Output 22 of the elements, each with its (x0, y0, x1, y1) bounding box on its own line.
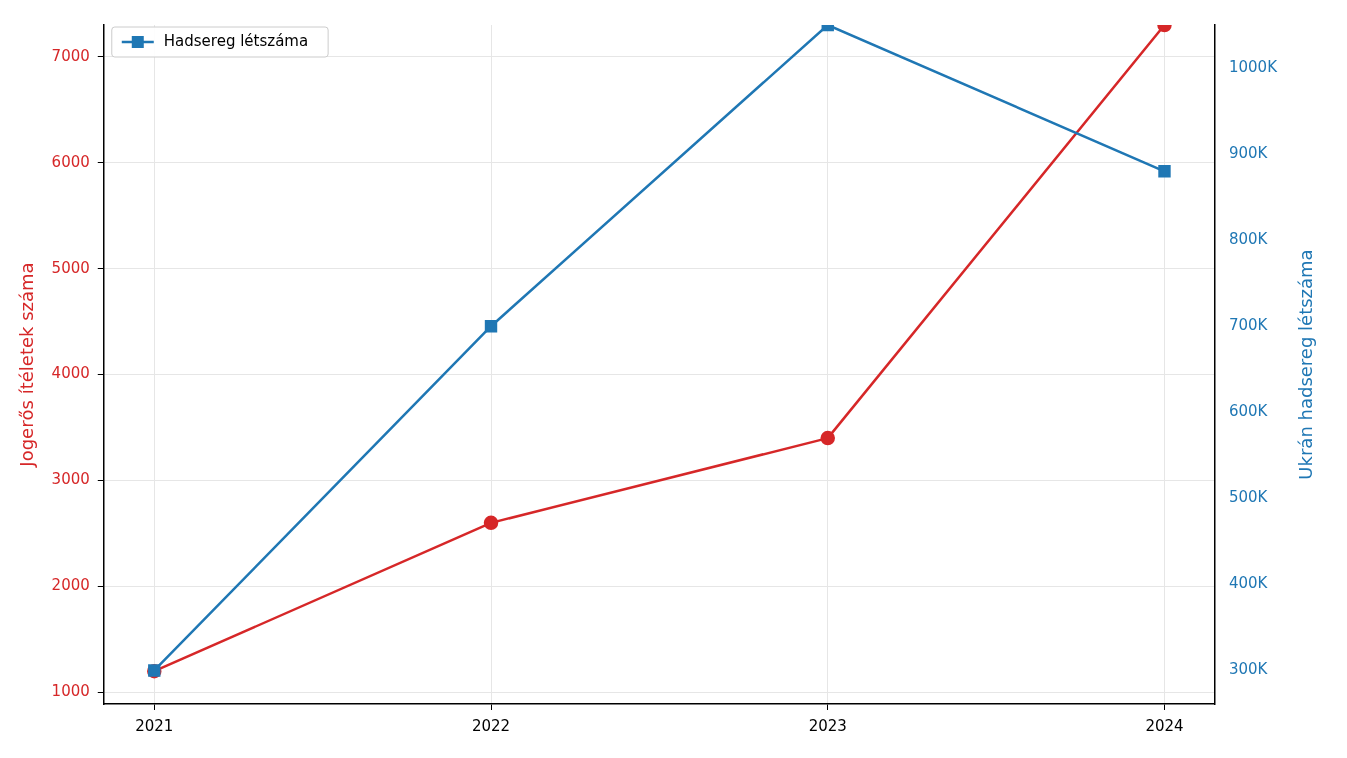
y-tick-label: 2000 (51, 576, 90, 595)
y2-tick-label: 900K (1228, 143, 1269, 162)
y-tick-label: 4000 (51, 364, 90, 383)
y-tick-label: 6000 (51, 152, 90, 171)
x-tick-label: 2024 (1145, 716, 1184, 735)
y-tick-label: 7000 (51, 46, 90, 65)
y-axis-title: Jogerős ítéletek száma (16, 262, 38, 468)
y2-tick-label: 800K (1228, 230, 1269, 249)
y2-axis-title: Ukrán hadsereg létszáma (1294, 249, 1316, 480)
y-tick-label: 1000 (51, 682, 90, 701)
y2-tick-label: 700K (1228, 316, 1269, 335)
x-tick-label: 2023 (808, 716, 847, 735)
x-tick-label: 2021 (135, 716, 174, 735)
y-tick-label: 3000 (51, 470, 90, 489)
y2-tick-label: 500K (1228, 488, 1269, 507)
y2-tick-label: 600K (1228, 402, 1269, 421)
y2-tick-label: 400K (1228, 574, 1269, 593)
legend-label: Hadsereg létszáma (163, 31, 309, 50)
y2-tick-label: 1000K (1228, 57, 1279, 76)
y-tick-label: 5000 (51, 258, 90, 277)
y2-tick-label: 300K (1228, 660, 1269, 679)
x-tick-label: 2022 (471, 716, 511, 735)
